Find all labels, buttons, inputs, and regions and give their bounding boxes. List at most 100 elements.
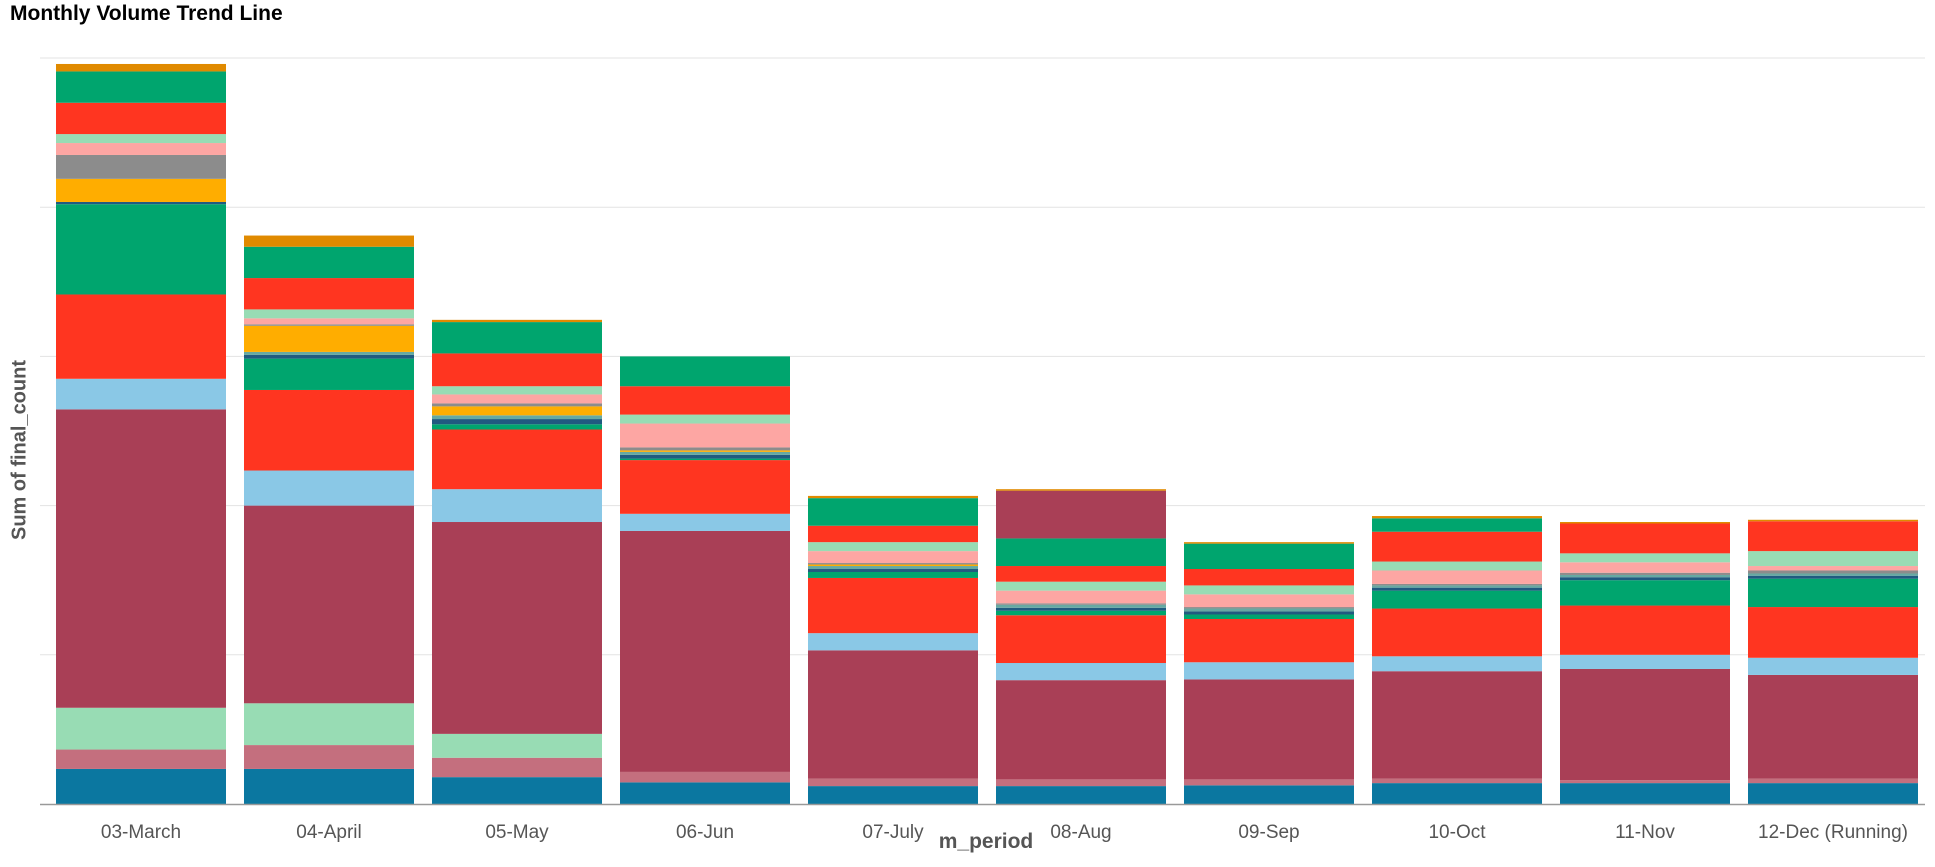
bar-segment [996,615,1166,664]
bar-segment [56,294,226,379]
bar-segment [620,356,790,387]
bar-segment [620,782,790,804]
bar-stack-8 [1560,522,1730,804]
bar-segment [620,771,790,783]
x-tick-label: 09-Sep [1238,822,1299,843]
x-tick-label: 05-May [485,822,549,843]
bar-segment [432,733,602,758]
bar-segment [244,389,414,471]
bar-segment [56,134,226,144]
bar-segment [244,325,414,352]
bar-segment [432,319,602,323]
bar-segment [1748,519,1918,522]
bar-segment [620,423,790,448]
bar-stack-7 [1372,516,1542,804]
bar-segment [1372,561,1542,571]
bar-segment [56,63,226,72]
bar-segment [56,71,226,103]
bar-segment [1372,587,1542,591]
x-axis-label: m_period [938,830,1034,853]
bar-segment [56,143,226,155]
bar-segment [432,424,602,430]
bar-segment [808,569,978,572]
bar-segment [56,409,226,708]
bar-segment [1372,783,1542,804]
bar-segment [56,378,226,410]
bar-segment [244,768,414,804]
bar-segment [432,489,602,523]
bar-segment [432,322,602,354]
bar-segment [620,451,790,455]
x-tick-label: 03-March [101,822,181,843]
bar-segment [1184,542,1354,544]
bar-segment [1748,570,1918,574]
bar-segment [432,419,602,425]
bar-segment [1560,574,1730,578]
bar-segment [808,542,978,552]
bar-segment [1184,618,1354,663]
bar-stack-3 [620,356,790,804]
bar-segment [1560,605,1730,655]
bar-stack-6 [1184,542,1354,804]
bar-segment [808,778,978,787]
bar-segment [244,354,414,359]
bar-segment [996,538,1166,567]
bar-segment [432,777,602,804]
bar-segment [432,406,602,416]
bar-segment [432,394,602,404]
bar-stack-4 [808,495,978,804]
bar-segment [56,707,226,750]
bar-segment [808,566,978,570]
bar-segment [1372,518,1542,532]
bar-segment [1748,657,1918,675]
bar-segment [996,489,1166,491]
bar-segment [996,581,1166,591]
bar-segment [244,235,414,247]
bar-segment [1560,572,1730,575]
bar-segment [244,745,414,769]
bar-segment [244,318,414,325]
bar-segment [996,603,1166,605]
bar-segment [1560,522,1730,524]
bar-segment [244,324,414,326]
bar-segment [1184,611,1354,615]
bar-segment [1184,607,1354,609]
bar-segment [1184,614,1354,619]
x-tick-label: 07-July [862,822,924,843]
bar-segment [1184,608,1354,612]
bar-segment [1748,551,1918,567]
bar-segment [996,607,1166,611]
bar-segment [56,768,226,804]
bar-segment [996,779,1166,787]
bar-segment [56,201,226,205]
bar-segment [1560,577,1730,581]
bar-segment [1560,654,1730,669]
bar-segment [56,102,226,135]
bar-segment [620,530,790,772]
bar-segment [1748,566,1918,571]
bar-segment [1184,679,1354,780]
bar-segment [620,450,790,452]
bar-segment [1372,656,1542,672]
bar-segment [1372,608,1542,657]
bar-segment [1748,778,1918,784]
bar-segment [1184,662,1354,680]
bar-segment [1560,580,1730,606]
bar-segment [996,590,1166,604]
x-tick-label: 08-Aug [1050,822,1111,843]
bar-stack-5 [996,489,1166,804]
bar-segment [808,633,978,651]
bar-segment [808,786,978,804]
x-tick-label: 06-Jun [676,822,734,843]
x-axis: 03-March 04-April 05-May 06-Jun 07-July 08-Au… [40,803,1925,843]
bar-segment [56,204,226,295]
chart-title: Monthly Volume Trend Line [10,2,283,25]
bar-segment [1372,585,1542,588]
bar-segment [244,505,414,704]
bar-segment [1748,783,1918,804]
bar-segment [1184,779,1354,786]
bar-segment [620,454,790,459]
bar-segment [996,604,1166,608]
bar-segment [432,415,602,420]
bar-segment [1372,590,1542,609]
